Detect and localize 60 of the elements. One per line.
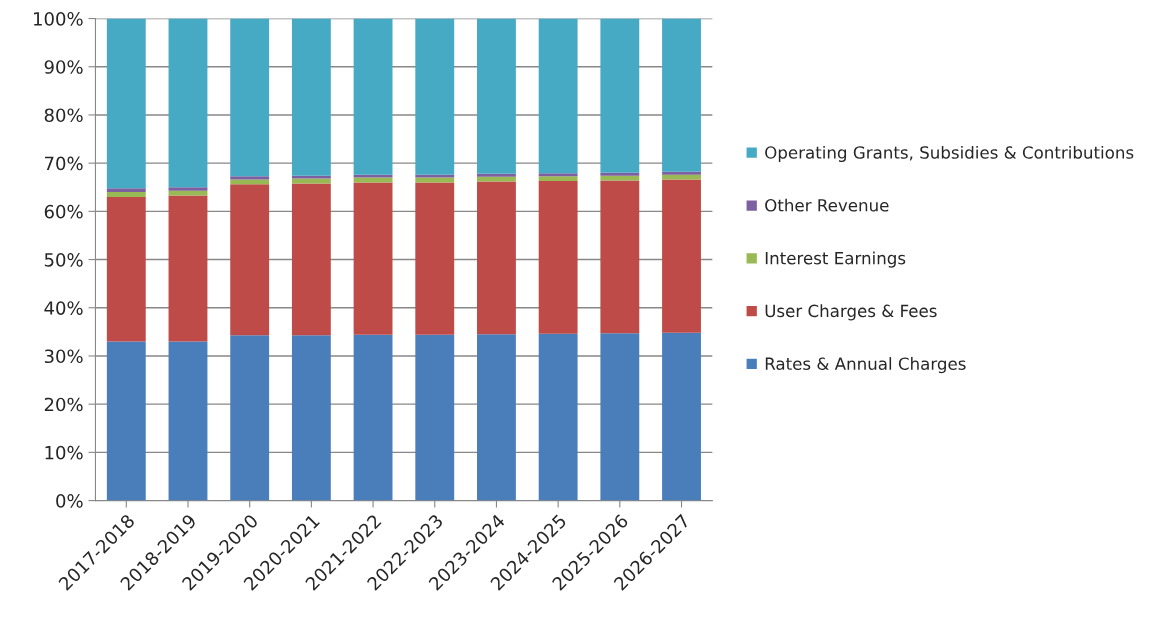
bar: [353, 182, 393, 335]
y-tick-label: 80%: [44, 108, 83, 123]
y-tick-label: 10%: [45, 445, 83, 460]
bar: [477, 173, 516, 177]
bar: [538, 173, 578, 177]
bar: [538, 333, 578, 501]
bar: [230, 184, 270, 336]
bar: [106, 192, 146, 197]
bar: [230, 335, 270, 501]
bar: [230, 18, 270, 177]
bar: [291, 335, 331, 501]
legend-label: Operating Grants, Subsidies & Contributions: [765, 145, 1134, 163]
bar: [662, 174, 701, 180]
bar: [538, 176, 578, 181]
bar: [291, 18, 331, 176]
legend-label: Interest Earnings: [765, 251, 906, 268]
bar: [415, 182, 455, 335]
y-tick-label: 60%: [44, 204, 83, 219]
bar: [106, 196, 146, 342]
y-tick-label: 90%: [44, 60, 83, 74]
legend-label: Rates & Annual Charges: [765, 357, 966, 374]
y-tick-label: 70%: [44, 156, 83, 171]
bar: [538, 18, 578, 174]
bar: [538, 180, 578, 334]
y-tick-label: 0%: [56, 494, 83, 508]
bar: [168, 341, 208, 501]
bar: [415, 334, 455, 501]
legend-label: Other Revenue: [765, 198, 889, 212]
bar: [600, 175, 640, 181]
bar: [662, 171, 701, 175]
bar: [353, 334, 393, 501]
bar: [291, 175, 331, 179]
bar: [168, 187, 208, 191]
y-tick-label: 40%: [44, 301, 83, 315]
bar: [106, 341, 146, 501]
bar: [291, 183, 331, 336]
bar: [168, 18, 208, 188]
bar: [106, 18, 146, 189]
legend-label: User Charges & Fees: [765, 304, 937, 321]
bar: [415, 174, 455, 178]
bar: [477, 18, 516, 174]
bar: [662, 18, 701, 172]
bar: [415, 18, 455, 175]
bar: [353, 174, 393, 178]
y-tick-label: 100%: [34, 12, 83, 26]
bar: [662, 332, 701, 501]
bar: [353, 18, 393, 175]
bar: [600, 180, 640, 334]
y-tick-label: 50%: [44, 253, 83, 267]
bar: [477, 181, 516, 335]
bar: [106, 188, 146, 193]
bar: [168, 195, 208, 342]
bar: [662, 179, 701, 333]
bar: [477, 334, 516, 501]
bar: [600, 333, 640, 501]
bar: [600, 18, 640, 173]
y-tick-label: 30%: [44, 349, 83, 364]
bar: [600, 172, 640, 176]
y-tick-label: 20%: [44, 397, 83, 412]
bar: [230, 176, 270, 180]
